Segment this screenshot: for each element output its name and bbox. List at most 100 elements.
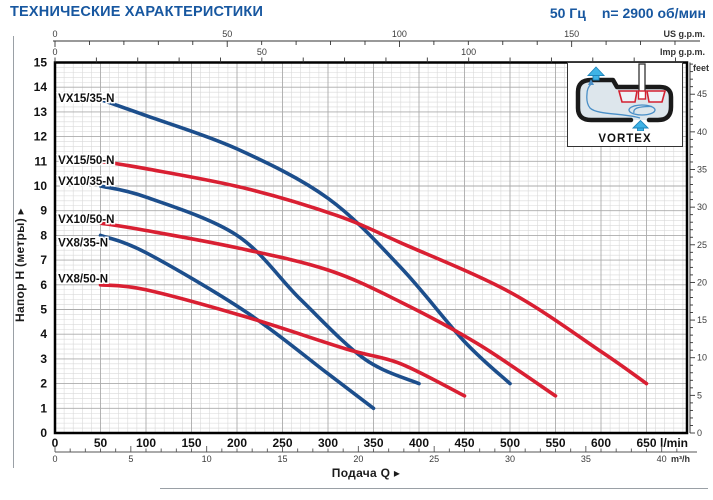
x-tick-label: 0 xyxy=(52,436,59,450)
feet-label: 25 xyxy=(697,240,707,250)
y-tick-label: 2 xyxy=(40,377,47,391)
curve-VX8/50-N xyxy=(98,283,467,398)
curve-VX10/35-N xyxy=(98,184,421,386)
us-label: 50 xyxy=(222,29,232,39)
x-tick-label: 400 xyxy=(409,436,429,450)
imp-label: 0 xyxy=(52,47,57,57)
speed-value: n= 2900 об/мин xyxy=(601,5,706,21)
us-label: 0 xyxy=(52,29,57,39)
y-axis-feet: 0 5 10 15 20 25 30 35 40 45 feet xyxy=(689,62,709,438)
curve-label-VX10/35-N: VX10/35-N xyxy=(58,176,114,188)
y-tick-label: 11 xyxy=(34,154,47,168)
x-tick-label: 550 xyxy=(545,436,565,450)
curve-label-VX10/50-N: VX10/50-N xyxy=(58,214,114,226)
y-tick-label: 7 xyxy=(40,253,47,267)
y-tick-label: 15 xyxy=(34,56,48,70)
x-axis-m3h: 0 5 10 15 20 25 30 35 40 m³/h xyxy=(52,446,697,464)
bottom-divider-line xyxy=(160,488,708,489)
imp-unit: Imp g.p.m. xyxy=(660,47,705,57)
curve-labels: VX15/35-N VX15/50-N VX10/35-N VX10/50-N VX8/… xyxy=(57,92,116,287)
curve-VX15/35-N xyxy=(98,97,512,386)
inlet-arrow-icon xyxy=(631,119,650,129)
curve-VX8/35-N xyxy=(98,233,376,411)
us-label: 150 xyxy=(564,29,579,39)
outlet-arrow-icon xyxy=(586,66,606,76)
pump-schematic xyxy=(575,63,674,132)
m3h-label: 0 xyxy=(52,454,57,464)
m3h-label: 40 xyxy=(657,454,667,464)
x-axis-title: Подача Q ▸ xyxy=(332,466,400,480)
feet-label: 15 xyxy=(697,315,707,325)
feet-label: 5 xyxy=(697,390,702,400)
x-axis-lmin: 0 50 100 150 200 250 300 350 400 450 500 550 600 650 l… xyxy=(52,436,688,450)
pump-body-outline xyxy=(575,77,674,123)
x-tick-label: 450 xyxy=(454,436,474,450)
x-tick-label: 50 xyxy=(94,436,108,450)
y-axis-title: Напор H (метры) ▸ xyxy=(13,208,27,322)
m3h-label: 35 xyxy=(581,454,591,464)
curve-VX10/50-N xyxy=(98,221,558,398)
x-tick-label: 500 xyxy=(500,436,520,450)
plot-border xyxy=(53,61,689,435)
y-tick-label: 3 xyxy=(40,352,47,366)
m3h-label: 10 xyxy=(202,454,212,464)
flow-line xyxy=(586,83,641,119)
m3h-label: 30 xyxy=(505,454,515,464)
flow-arrowhead xyxy=(588,79,594,85)
us-unit: US g.p.m. xyxy=(663,29,705,39)
pump-shaft xyxy=(638,63,646,93)
vortex-inset: VORTEX xyxy=(567,62,683,147)
impeller-left-blade xyxy=(617,90,638,103)
y-tick-label: 12 xyxy=(34,130,48,144)
impeller-right-blade xyxy=(646,90,667,103)
feet-label: 20 xyxy=(697,277,707,287)
m3h-unit: m³/h xyxy=(671,454,690,464)
m3h-label: 5 xyxy=(128,454,133,464)
y-tick-label: 5 xyxy=(40,303,47,317)
page-title: ТЕХНИЧЕСКИЕ ХАРАКТЕРИСТИКИ xyxy=(10,4,264,20)
imp-label: 100 xyxy=(461,47,476,57)
y-tick-label: 14 xyxy=(34,80,48,94)
vortex-label: VORTEX xyxy=(598,133,652,145)
y-tick-label: 4 xyxy=(40,327,47,341)
feet-label: 30 xyxy=(697,202,707,212)
header-specs: 50 Гц n= 2900 об/мин xyxy=(550,5,706,21)
x-tick-label: 600 xyxy=(591,436,611,450)
x-tick-label: 150 xyxy=(181,436,201,450)
m3h-label: 25 xyxy=(429,454,439,464)
curve-label-VX15/50-N: VX15/50-N xyxy=(58,155,114,167)
x-tick-label: 250 xyxy=(272,436,292,450)
x-tick-label: 300 xyxy=(318,436,338,450)
frequency-value: 50 Гц xyxy=(549,5,586,21)
curve-label-VX8/35-N: VX8/35-N xyxy=(58,238,108,250)
x-tick-label: 100 xyxy=(136,436,156,450)
curve-VX15/50-N xyxy=(98,159,649,386)
y-tick-label: 10 xyxy=(34,179,48,193)
m3h-label: 20 xyxy=(353,454,363,464)
x-axis-unit: l/min xyxy=(660,436,688,450)
curve-label-VX8/50-N: VX8/50-N xyxy=(58,273,108,285)
vortex-swirl-curl xyxy=(633,105,653,114)
feet-label: 45 xyxy=(697,89,707,99)
x-tick-label: 350 xyxy=(363,436,383,450)
imp-label: 50 xyxy=(257,47,267,57)
curves xyxy=(98,97,649,411)
x-tick-label: 200 xyxy=(227,436,247,450)
y-tick-label: 6 xyxy=(40,278,47,292)
feet-label: 40 xyxy=(697,127,707,137)
m3h-label: 15 xyxy=(277,454,287,464)
vortex-swirl xyxy=(628,104,656,116)
y-tick-label: 13 xyxy=(34,105,48,119)
feet-label: 0 xyxy=(697,428,702,438)
y-tick-label: 1 xyxy=(40,401,47,415)
feet-label: 35 xyxy=(697,165,707,175)
feet-unit: feet xyxy=(693,63,709,73)
x-axis-usgpm: 0 50 100 150 US g.p.m. xyxy=(52,29,705,47)
impeller-hub xyxy=(637,90,647,100)
y-tick-label: 9 xyxy=(40,204,47,218)
y-tick-label: 8 xyxy=(40,228,47,242)
feet-label: 10 xyxy=(697,353,707,363)
